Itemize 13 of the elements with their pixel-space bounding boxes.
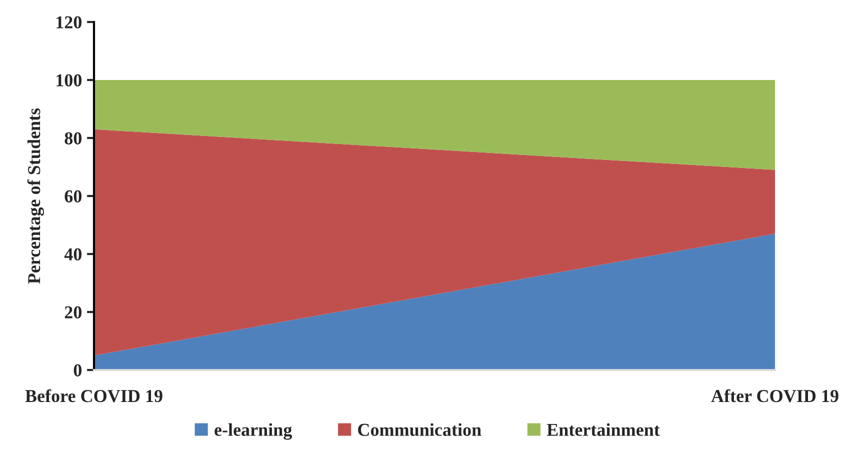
y-tick-label: 40 xyxy=(64,248,82,260)
y-tick-label: 60 xyxy=(64,190,82,202)
y-tick-label: 100 xyxy=(56,74,82,86)
y-tick-label: 120 xyxy=(56,16,82,28)
legend-label: e-learning xyxy=(214,423,292,440)
legend-label: Communication xyxy=(358,423,482,436)
y-tick-label: 0 xyxy=(74,364,82,376)
y-tick-label: 20 xyxy=(64,306,82,318)
x-tick-label: Before COVID 19 xyxy=(25,389,162,402)
y-tick-label: 80 xyxy=(64,132,82,144)
legend-label: Entertainment xyxy=(546,423,660,436)
y-axis-title: Percentage of Students xyxy=(27,108,44,284)
x-tick-label: After COVID 19 xyxy=(711,389,838,402)
